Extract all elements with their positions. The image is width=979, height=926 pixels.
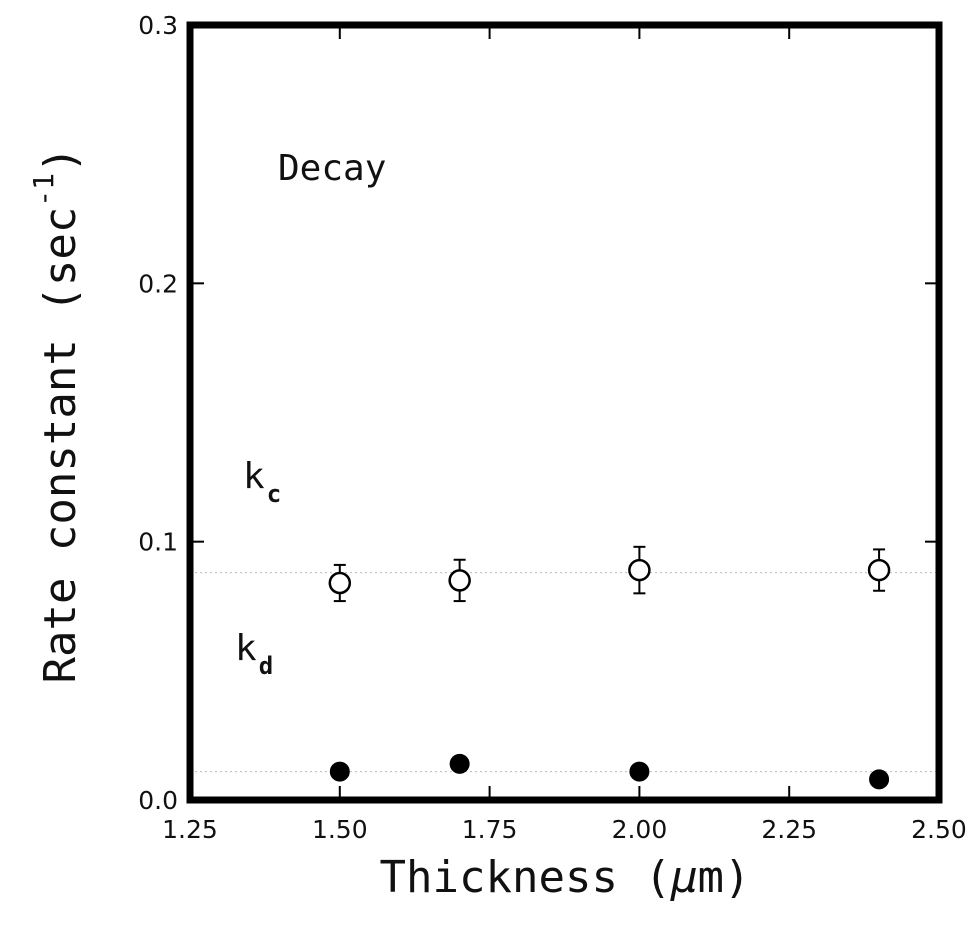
data-point-kc — [448, 569, 471, 592]
x-axis-title: Thickness (μm) — [380, 852, 751, 903]
y-tick-label: 0.2 — [138, 269, 178, 298]
data-point-kd — [449, 753, 470, 774]
y-axis-title-end: ) — [35, 146, 86, 173]
data-point-kc — [867, 558, 891, 582]
data-point-kd — [329, 761, 350, 782]
x-tick-label: 2.50 — [911, 815, 967, 844]
data-point-kc — [328, 571, 352, 595]
data-marks — [328, 545, 891, 790]
series-label-kd-sub: d — [259, 652, 273, 680]
series-label-kc-sub: c — [267, 480, 281, 508]
x-tick-label: 1.75 — [462, 815, 518, 844]
series-label-kd-main: k — [235, 628, 257, 669]
series-label-kc: kc — [243, 456, 281, 508]
series-label-kd: kd — [235, 628, 273, 680]
y-axis-title-main: Rate constant (sec — [35, 207, 86, 684]
y-axis-title: Rate constant (sec-1) — [27, 146, 86, 683]
fit-lines — [190, 572, 939, 773]
y-tick-label: 0.3 — [138, 11, 178, 40]
y-tick-labels: 0.0 0.1 0.2 0.3 — [138, 11, 178, 815]
y-tick-label: 0.0 — [138, 786, 178, 815]
data-point-kd — [869, 769, 890, 790]
data-point-kc — [628, 558, 651, 582]
series-label-kc-main: k — [243, 456, 265, 497]
x-axis-title-mu: μ — [670, 852, 698, 903]
x-tick-label: 2.25 — [761, 815, 817, 844]
x-tick-label: 1.50 — [312, 815, 368, 844]
data-point-kd — [629, 761, 650, 782]
annotation-decay: Decay — [278, 148, 386, 189]
y-axis-title-exp: -1 — [27, 173, 60, 207]
plot-frame — [186, 21, 943, 804]
axis-ticks — [189, 24, 940, 801]
x-tick-label: 2.00 — [612, 815, 668, 844]
x-axis-title-main: Thickness ( — [380, 852, 671, 903]
y-tick-label: 0.1 — [138, 528, 178, 557]
x-axis-title-end: m) — [697, 852, 750, 903]
x-tick-labels: 1.25 1.50 1.75 2.00 2.25 2.50 — [162, 815, 967, 844]
x-tick-label: 1.25 — [162, 815, 218, 844]
